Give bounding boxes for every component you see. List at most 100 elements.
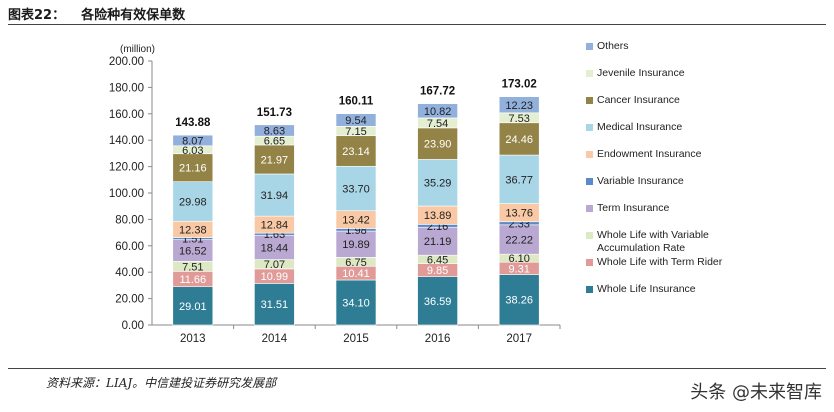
bar-value-label: 22.22: [505, 234, 533, 246]
bar-segment: [254, 173, 295, 217]
bar-segment: [498, 274, 540, 326]
x-tick-label: 2015: [343, 333, 369, 345]
bar-value-label: 23.14: [342, 146, 370, 158]
x-tick-label: 2013: [180, 333, 206, 345]
bar-value-label: 6.45: [427, 254, 448, 266]
watermark: 头条 @未来智库: [690, 382, 822, 403]
legend-item: Term Insurance: [586, 202, 822, 215]
bar-value-label: 29.98: [179, 196, 207, 208]
bar-segment: [498, 154, 540, 204]
y-tick-label: 120.00: [109, 162, 144, 174]
y-tick-label: 140.00: [109, 135, 144, 147]
bar-segment: [172, 134, 214, 147]
bar-value-label: 34.10: [342, 297, 370, 309]
legend-item: Jevenile Insurance: [586, 67, 822, 80]
bar-segment: [417, 127, 458, 160]
bar-value-label: 8.63: [264, 125, 285, 137]
bar-segment: [172, 153, 214, 182]
bar-segment: [498, 96, 540, 114]
bar-value-label: 7.53: [508, 113, 529, 125]
bar-value-label: 7.51: [182, 261, 203, 273]
legend-label: Others: [597, 40, 629, 52]
bar-value-label: 21.97: [261, 154, 289, 166]
legend-label: Jevenile Insurance: [597, 67, 685, 79]
legend-item: Cancer Insurance: [586, 94, 822, 107]
bar-segment: [417, 159, 458, 207]
legend-item: Variable Insurance: [586, 175, 822, 188]
legend-label: Whole Life Insurance: [597, 283, 696, 295]
bar-value-label: 11.66: [179, 274, 206, 286]
bar-value-label: 7.15: [345, 126, 366, 138]
legend-swatch: [586, 286, 593, 293]
bar-value-label: 12.84: [261, 220, 289, 232]
bar-value-label: 9.85: [427, 265, 448, 277]
legend-label: Medical Insurance: [597, 121, 683, 133]
bar-value-label: 12.23: [505, 100, 533, 112]
bar-value-label: 6.10: [508, 253, 529, 265]
bar-total-label: 151.73: [257, 107, 292, 119]
bar-segment: [335, 165, 377, 212]
bar-value-label: 6.75: [345, 257, 366, 269]
figure-title: 图表22： 各险种有效保单数: [8, 4, 185, 23]
legend-item: Whole Life with Term Rider: [586, 256, 822, 269]
bar-segment: [254, 283, 295, 326]
x-tick-label: 2014: [262, 333, 288, 345]
bar-segment: [335, 113, 377, 127]
legend-label: Cancer Insurance: [597, 94, 680, 106]
bar-total-label: 143.88: [175, 117, 211, 129]
legend-item: Endowment Insurance: [586, 148, 822, 161]
bar-segment: [335, 230, 377, 258]
bar-value-label: 16.52: [179, 245, 207, 257]
bar-value-label: 12.38: [179, 224, 207, 236]
bar-value-label: 8.07: [182, 135, 203, 147]
bar-segment: [335, 135, 377, 167]
stacked-bar-chart: 0.00 20.00 40.00 60.00 80.00 100.00 120.00 140.…: [109, 44, 561, 345]
bar-segment: [172, 181, 214, 222]
bar-segment: [498, 224, 540, 255]
y-tick-label: 100.00: [109, 188, 144, 200]
bar-segment: [417, 276, 458, 326]
bar-value-label: 10.99: [261, 271, 289, 283]
bar-segment: [417, 226, 458, 256]
bar-value-label: 19.89: [342, 239, 370, 251]
bar-value-label: 31.51: [261, 299, 289, 311]
y-tick-label: 60.00: [115, 241, 144, 253]
bar-value-label: 6.03: [182, 145, 203, 157]
bar-total-label: 173.02: [502, 79, 537, 91]
bar-value-label: 9.31: [508, 263, 529, 275]
bar-value-label: 38.26: [505, 295, 533, 307]
bar-value-label: 35.29: [424, 178, 452, 190]
legend-label: Whole Life with Term Rider: [597, 256, 723, 268]
legend-swatch: [586, 205, 593, 212]
bar-value-label: 18.44: [261, 242, 289, 254]
legend-swatch: [586, 178, 593, 185]
legend-swatch: [586, 43, 593, 50]
bar-segment: [417, 103, 458, 119]
y-tick-label: 40.00: [115, 267, 144, 279]
legend-label: Term Insurance: [597, 202, 670, 214]
bar-segment: [498, 122, 540, 156]
bar-value-label: 10.82: [424, 106, 452, 118]
bar-segment: [254, 144, 295, 175]
legend-label: Whole Life with Variable Accumulation Ra…: [597, 229, 709, 254]
bar-value-label: 7.07: [264, 259, 285, 271]
source-note: 资料来源：LIAJ。中信建投证券研究发展部: [46, 376, 277, 390]
title-rule: [8, 24, 826, 25]
legend-swatch: [586, 232, 593, 239]
bar-value-label: 31.94: [261, 190, 289, 202]
bar-value-label: 13.42: [342, 215, 370, 227]
bar-value-label: 21.16: [179, 163, 207, 175]
bar-value-label: 33.70: [342, 184, 370, 196]
y-tick-label: 80.00: [115, 214, 144, 226]
legend-swatch: [586, 97, 593, 104]
figure-title-text: 各险种有效保单数: [81, 8, 186, 23]
bar-value-label: 6.65: [264, 136, 285, 148]
x-tick-label: 2016: [425, 333, 451, 345]
bar-value-label: 23.90: [424, 139, 452, 151]
legend-swatch: [586, 259, 593, 266]
legend-swatch: [586, 151, 593, 158]
bar-value-label: 13.89: [424, 210, 452, 222]
bar-value-label: 29.01: [179, 301, 207, 313]
y-tick-label: 160.00: [109, 109, 144, 121]
y-tick-label: 0.00: [122, 320, 144, 332]
